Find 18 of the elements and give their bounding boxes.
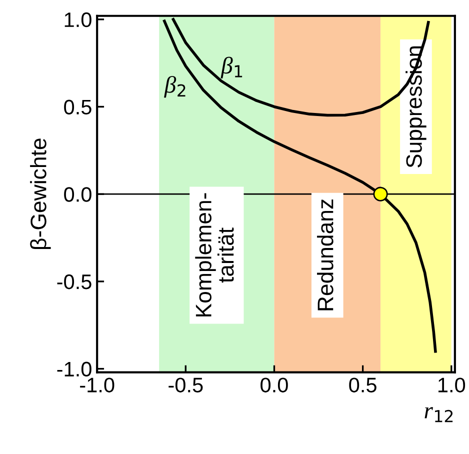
x-tick-label: 0.5	[349, 378, 376, 392]
y-tick-label: 0.5	[64, 100, 92, 114]
series-label: β$_{2}$	[164, 76, 186, 98]
x-axis-title: r$_{12}$	[424, 407, 453, 422]
y-axis-title: β-Gewichte	[30, 138, 51, 249]
y-tick-label: -0.5	[57, 274, 92, 290]
y-tick-label: 1.0	[64, 12, 92, 28]
band-label: Komplemen- tarität	[195, 193, 234, 316]
y-tick-label: -1.0	[57, 362, 92, 377]
band-label: Redundanz	[317, 200, 334, 310]
band-label: Suppression	[406, 46, 426, 168]
y-tick-label: 0.0	[64, 187, 92, 202]
x-tick-label: 1.0	[438, 378, 466, 392]
x-tick-label: -1.0	[80, 378, 114, 392]
line-series	[163, 20, 437, 353]
x-tick-label: -0.5	[168, 378, 203, 392]
series-label: β$_{1}$	[220, 56, 242, 78]
x-tick-label: 0.0	[260, 378, 288, 392]
